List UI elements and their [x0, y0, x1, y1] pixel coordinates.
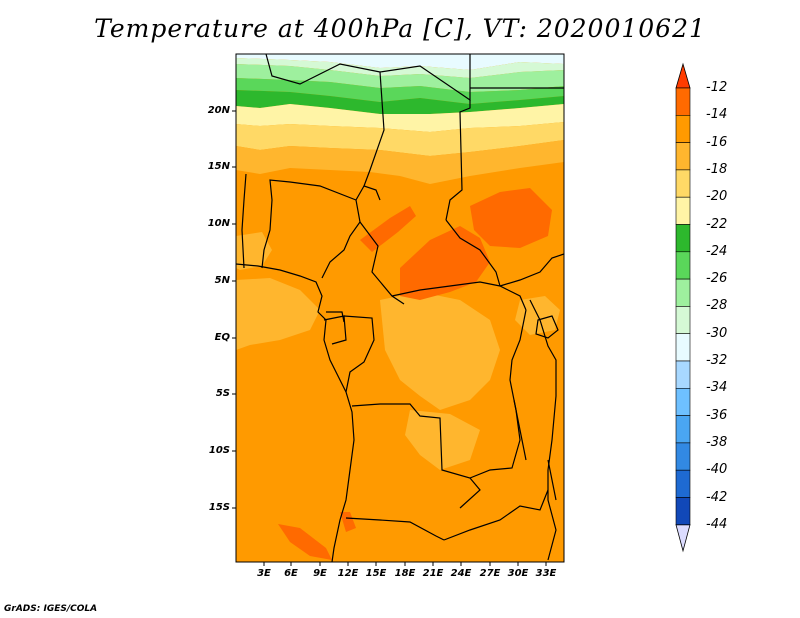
- country-borders: [236, 54, 564, 562]
- border-north-1: [265, 54, 471, 102]
- lat-label: 5S: [215, 388, 230, 399]
- lon-label: 3E: [257, 568, 271, 579]
- lon-label: 30E: [507, 568, 529, 579]
- band-green-light: [236, 64, 564, 92]
- colorbar-label: -26: [706, 271, 728, 287]
- border-angola: [351, 403, 481, 509]
- border-car-drc: [391, 281, 527, 311]
- band-pale: [236, 122, 564, 156]
- border-gabon: [323, 315, 347, 345]
- axis-ticks: [232, 110, 547, 566]
- border-cameroon-car: [359, 221, 405, 305]
- border-nigeria: [269, 179, 357, 201]
- lat-label: 20N: [207, 105, 230, 116]
- lon-label: 27E: [479, 568, 501, 579]
- lat-label: 15S: [208, 502, 230, 513]
- colorbar-swatch: [675, 115, 691, 143]
- band-mint: [236, 58, 564, 78]
- patch-light-west: [236, 278, 320, 350]
- colorbar-label: -42: [706, 489, 728, 505]
- lon-label: 6E: [284, 568, 298, 579]
- band-cyan: [236, 54, 564, 70]
- border-benin: [261, 199, 273, 269]
- coastline-west: [236, 263, 355, 562]
- colorbar-swatch: [675, 497, 691, 526]
- colorbar-label: -32: [706, 353, 728, 368]
- lat-label: 5N: [214, 275, 230, 286]
- border-zambia: [443, 489, 549, 541]
- colorbar-swatch: [675, 306, 691, 334]
- colorbar-swatch: [675, 387, 691, 416]
- patch-light-south: [405, 410, 480, 470]
- colorbar-swatch: [675, 415, 691, 444]
- lake-malawi: [547, 459, 557, 501]
- colorbar-label: -22: [706, 216, 728, 232]
- colorbar-swatch: [675, 360, 691, 389]
- border-ethiopia: [499, 253, 564, 287]
- border-angola-south: [345, 517, 445, 541]
- colorbar-label: -12: [706, 80, 728, 95]
- border-togo: [241, 173, 247, 269]
- border-chad-sudan: [445, 219, 501, 287]
- colorbar-swatch: [675, 169, 691, 198]
- colorbar-label: -24: [706, 243, 728, 259]
- border-north-2: [445, 100, 471, 221]
- colorbar-swatch: [675, 469, 691, 498]
- colorbar-top-arrow: [675, 62, 691, 89]
- patch-warm-ne: [470, 188, 552, 248]
- colorbar-label: -20: [706, 189, 728, 205]
- band-cream: [236, 104, 564, 132]
- colorbar-label: -16: [706, 134, 728, 150]
- colorbar-label: -30: [706, 325, 728, 341]
- border-eq-guinea: [326, 311, 345, 323]
- colorbar-label: -44: [706, 516, 728, 532]
- chart-title: Temperature at 400hPa [C], VT: 202001062…: [94, 14, 706, 43]
- colorbar-label: -36: [706, 407, 728, 423]
- lat-label: 15N: [207, 161, 230, 172]
- lat-label: EQ: [214, 332, 230, 343]
- patch-light-congo: [380, 292, 500, 410]
- colorbar: [675, 62, 691, 553]
- colorbar-label: -40: [706, 462, 728, 478]
- lon-label: 12E: [337, 568, 359, 579]
- patch-warm-south: [340, 512, 356, 532]
- patch-warm-sw: [278, 524, 332, 560]
- colorbar-swatch: [675, 333, 691, 362]
- temperature-field: [236, 54, 564, 562]
- colorbar-swatch: [675, 278, 691, 307]
- colorbar-bottom-arrow: [675, 524, 691, 553]
- colorbar-swatch: [675, 442, 691, 471]
- band-green-mid: [236, 78, 564, 104]
- map-frame: [235, 53, 565, 563]
- lon-label: 21E: [422, 568, 444, 579]
- border-libya-chad: [363, 71, 385, 201]
- lon-label: 9E: [313, 568, 327, 579]
- colorbar-label: -14: [706, 107, 728, 123]
- colorbar-label: -18: [706, 161, 728, 177]
- lat-label: 10N: [207, 218, 230, 229]
- lon-label: 15E: [365, 568, 387, 579]
- colorbar-label: -34: [706, 380, 728, 396]
- colorbar-swatch: [675, 142, 691, 171]
- border-congo: [343, 315, 375, 393]
- lat-label: 10S: [208, 445, 230, 456]
- colorbar-swatch: [675, 196, 691, 225]
- lon-label: 18E: [394, 568, 416, 579]
- lon-label: 24E: [450, 568, 472, 579]
- colorbar-swatch: [675, 251, 691, 280]
- lake-tanganyika: [513, 399, 527, 461]
- border-east-lakes: [529, 299, 557, 561]
- band-light: [236, 140, 564, 184]
- credit-text: GrADS: IGES/COLA: [4, 604, 98, 614]
- colorbar-label: -38: [706, 434, 728, 450]
- patch-warm-central: [400, 226, 490, 300]
- lon-label: 33E: [535, 568, 557, 579]
- lake-victoria: [535, 315, 559, 339]
- colorbar-swatch: [675, 87, 691, 116]
- colorbar-label: -28: [706, 298, 728, 314]
- colorbar-swatch: [675, 224, 691, 253]
- band-green-dark: [236, 90, 564, 114]
